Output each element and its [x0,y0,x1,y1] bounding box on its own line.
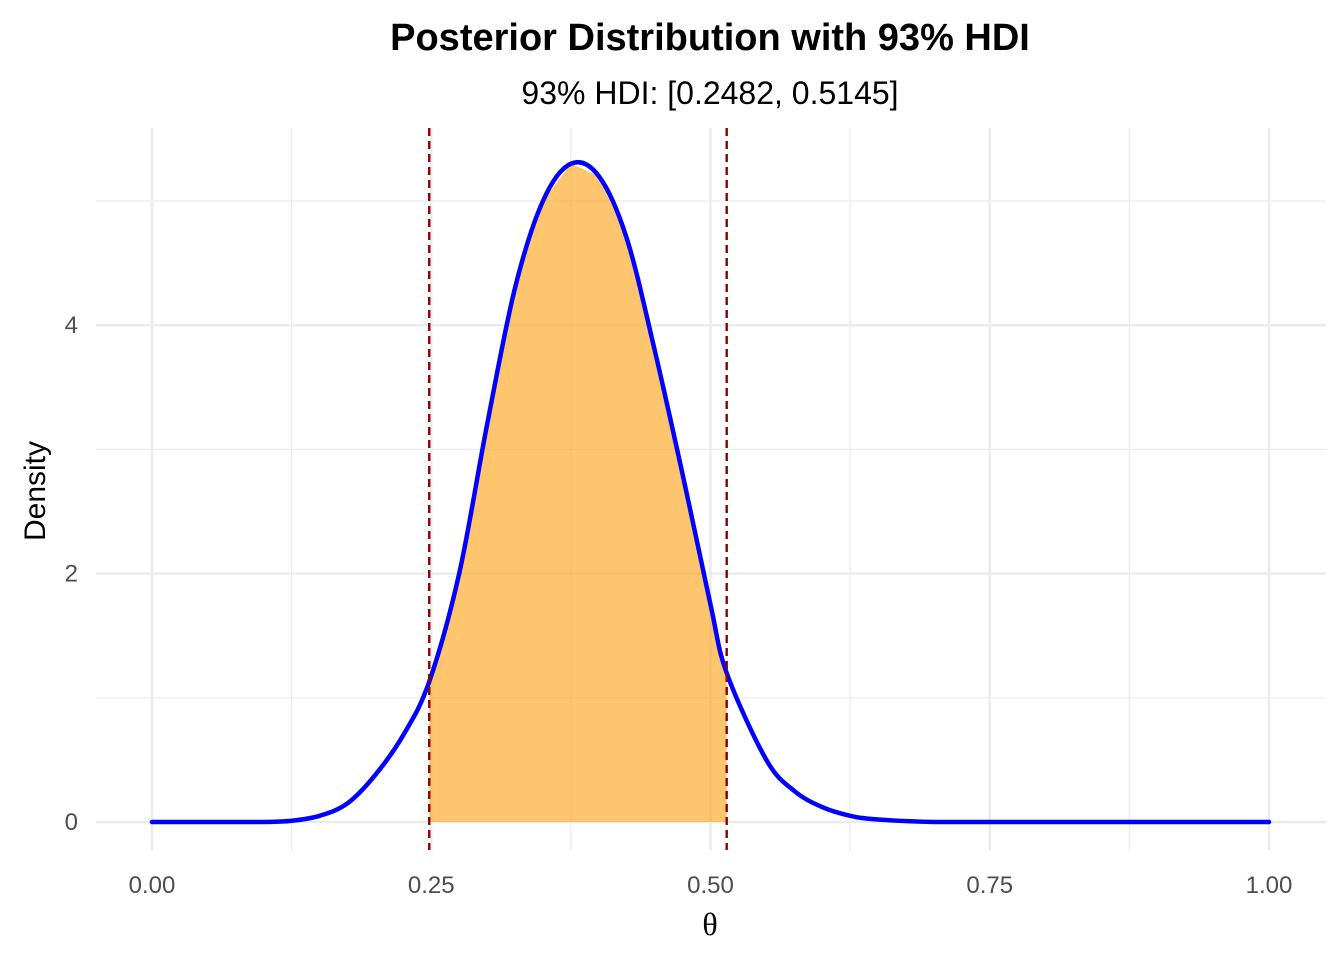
y-tick-label: 0 [65,809,78,836]
x-tick-label: 1.00 [1246,872,1293,899]
chart-title: Posterior Distribution with 93% HDI [390,17,1030,59]
y-tick-label: 2 [65,561,78,588]
density-curve [149,159,1272,825]
tick-labels: 0.00 0.25 0.50 0.75 1.00 0 2 4 [65,312,1293,899]
hdi-area [429,163,727,823]
chart-subtitle: 93% HDI: [0.2482, 0.5145] [521,75,898,111]
plot-area [149,128,1272,850]
x-axis-title: θ [702,906,717,942]
x-tick-label: 0.00 [129,872,176,899]
y-axis-title: Density [19,441,52,541]
y-tick-label: 4 [65,312,78,339]
x-tick-label: 0.25 [408,872,455,899]
x-tick-label: 0.75 [966,872,1013,899]
x-tick-label: 0.50 [687,872,734,899]
